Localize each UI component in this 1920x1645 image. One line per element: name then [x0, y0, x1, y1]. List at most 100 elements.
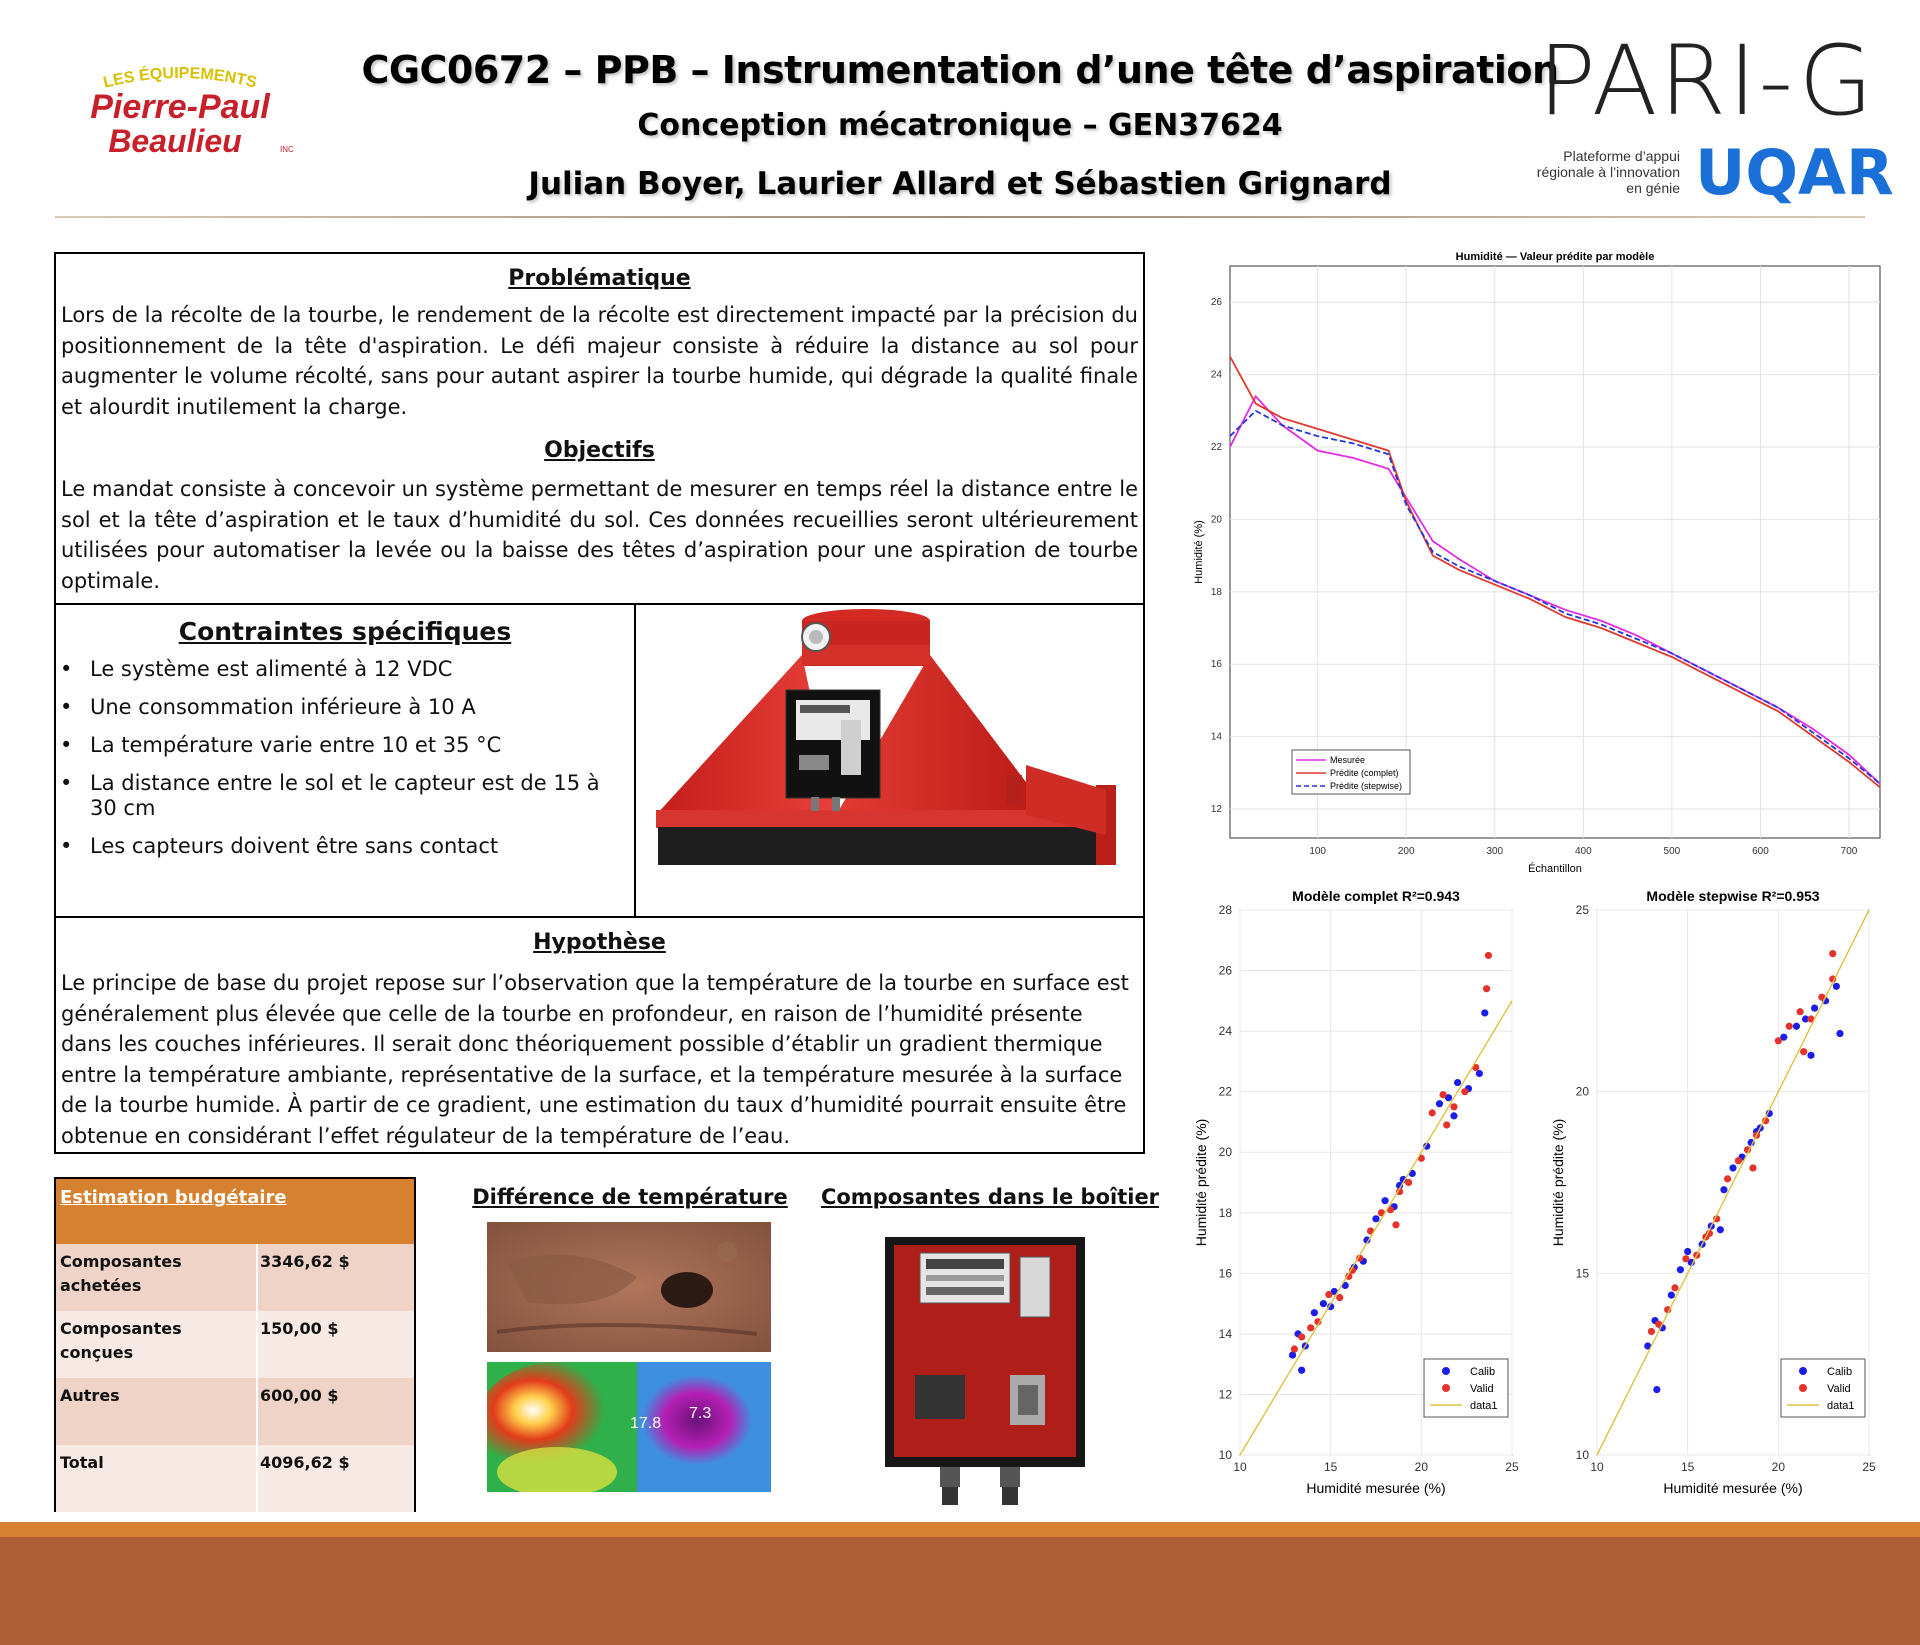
problem-text: Lors de la récolte de la tourbe, le rend…	[61, 303, 1138, 419]
calib-point	[1684, 1247, 1692, 1256]
scatter-stepwise-model-chart: 10 15 20 25 10 15 20 25 Modèle stepwise R²=0.953…	[1550, 888, 1876, 1496]
x-tick-label: 10	[1590, 1460, 1604, 1474]
problem-objectives-panel: Problématique Lors de la récolte de la t…	[54, 252, 1145, 605]
y-tick-label: 24	[1219, 1024, 1233, 1038]
footer-stripe	[0, 1522, 1920, 1537]
legend-swatch	[1799, 1384, 1807, 1392]
y-tick-label: 20	[1219, 1145, 1233, 1159]
calib-point	[1765, 1109, 1773, 1118]
valid-point	[1647, 1327, 1655, 1336]
calib-point	[1454, 1078, 1462, 1087]
x-tick-label: 400	[1575, 846, 1592, 857]
y-tick-label: 26	[1211, 297, 1223, 308]
legend-swatch	[1442, 1384, 1450, 1392]
valid-point	[1818, 993, 1826, 1001]
calib-point	[1399, 1175, 1407, 1184]
valid-point	[1734, 1157, 1743, 1165]
calib-point	[1423, 1142, 1431, 1150]
x-tick-label: 10	[1233, 1460, 1247, 1474]
calib-point	[1832, 982, 1840, 990]
legend-label: Calib	[1470, 1366, 1495, 1378]
budget-label: Composantes conçues	[60, 1319, 182, 1362]
budget-label: Composantes achetées	[60, 1252, 182, 1295]
x-tick-label: 600	[1752, 846, 1769, 857]
calib-point	[1667, 1291, 1675, 1299]
y-tick-label: 10	[1576, 1448, 1590, 1462]
constraints-list: Le système est alimenté à 12 VDC Une con…	[56, 657, 631, 872]
valid-point	[1829, 950, 1837, 958]
y-tick-label: 18	[1211, 587, 1223, 598]
valid-point	[1829, 975, 1837, 983]
valid-point	[1428, 1109, 1436, 1117]
budget-value: 3346,62 $	[260, 1252, 350, 1271]
valid-point	[1484, 951, 1493, 960]
budget-label: Total	[60, 1453, 104, 1472]
x-tick-label: 100	[1309, 846, 1326, 857]
calib-point	[1444, 1094, 1453, 1102]
valid-point	[1314, 1318, 1322, 1326]
budget-row: Composantes achetées 3346,62 $	[56, 1244, 414, 1311]
x-axis-label: Humidité mesurée (%)	[1306, 1480, 1445, 1496]
valid-point	[1682, 1255, 1690, 1263]
logo-line2: Beaulieu	[108, 123, 241, 159]
x-tick-label: 20	[1772, 1460, 1786, 1474]
chart-legend	[1423, 1358, 1509, 1418]
y-tick-label: 22	[1211, 442, 1223, 453]
y-tick-label: 16	[1211, 659, 1223, 670]
problem-title: Problématique	[508, 266, 691, 291]
y-axis-label: Humidité prédite (%)	[1550, 1119, 1566, 1247]
calib-point	[1363, 1236, 1371, 1244]
legend-swatch	[1799, 1367, 1807, 1375]
objectives-title: Objectifs	[544, 438, 655, 463]
calib-point	[1395, 1181, 1404, 1190]
calib-point	[1807, 1051, 1815, 1059]
calib-point	[1801, 1015, 1810, 1023]
y-tick-label: 14	[1211, 732, 1223, 743]
constraints-panel: Contraintes spécifiques Le système est a…	[54, 603, 636, 918]
series-line-predicted-stepwise	[1229, 409, 1881, 785]
calib-point	[1716, 1226, 1724, 1234]
temperature-title: Différence de température	[472, 1185, 788, 1209]
y-tick-label: 25	[1576, 903, 1590, 917]
valid-point	[1655, 1320, 1663, 1328]
soil-photo	[487, 1222, 771, 1352]
logo-line1: Pierre-Paul	[90, 88, 271, 126]
identity-line	[1239, 1000, 1513, 1456]
valid-point	[1405, 1178, 1413, 1187]
y-tick-label: 28	[1219, 903, 1233, 917]
constraint-item: Le système est alimenté à 12 VDC	[56, 657, 631, 682]
valid-point	[1762, 1117, 1770, 1125]
calib-point	[1811, 1004, 1819, 1012]
constraint-item: Une consommation inférieure à 10 A	[56, 695, 631, 720]
chart-title: Modèle stepwise R²=0.953	[1646, 888, 1819, 904]
y-tick-label: 16	[1219, 1266, 1233, 1280]
budget-label: Autres	[60, 1386, 120, 1405]
footer-band	[0, 1537, 1920, 1645]
calib-point	[1450, 1112, 1458, 1120]
valid-point	[1290, 1345, 1298, 1353]
calib-point	[1372, 1215, 1380, 1223]
valid-point	[1345, 1272, 1353, 1280]
pari-g-logo: PARI-G	[1538, 25, 1875, 137]
calib-point	[1435, 1100, 1444, 1108]
calib-point	[1644, 1342, 1652, 1350]
x-tick-label: 25	[1505, 1460, 1519, 1474]
y-tick-label: 14	[1219, 1327, 1233, 1341]
constraints-title: Contraintes spécifiques	[178, 617, 512, 646]
y-tick-label: 12	[1219, 1387, 1233, 1401]
y-axis-label: Humidité (%)	[1193, 520, 1205, 584]
calib-point	[1327, 1303, 1335, 1311]
valid-point	[1800, 1048, 1808, 1056]
logo-inc: INC	[280, 145, 294, 154]
x-tick-label: 700	[1841, 846, 1858, 857]
poster-authors: Julian Boyer, Laurier Allard et Sébastie…	[528, 166, 1392, 202]
y-axis-label: Humidité prédite (%)	[1193, 1119, 1209, 1247]
valid-point	[1705, 1229, 1714, 1237]
calib-point	[1729, 1164, 1737, 1172]
identity-line	[1596, 909, 1870, 1456]
valid-point	[1664, 1306, 1672, 1314]
poster-subtitle: Conception mécatronique – GEN37624	[637, 108, 1283, 143]
valid-point	[1743, 1146, 1752, 1154]
valid-point	[1325, 1290, 1333, 1299]
budget-header: Estimation budgétaire	[56, 1179, 414, 1244]
